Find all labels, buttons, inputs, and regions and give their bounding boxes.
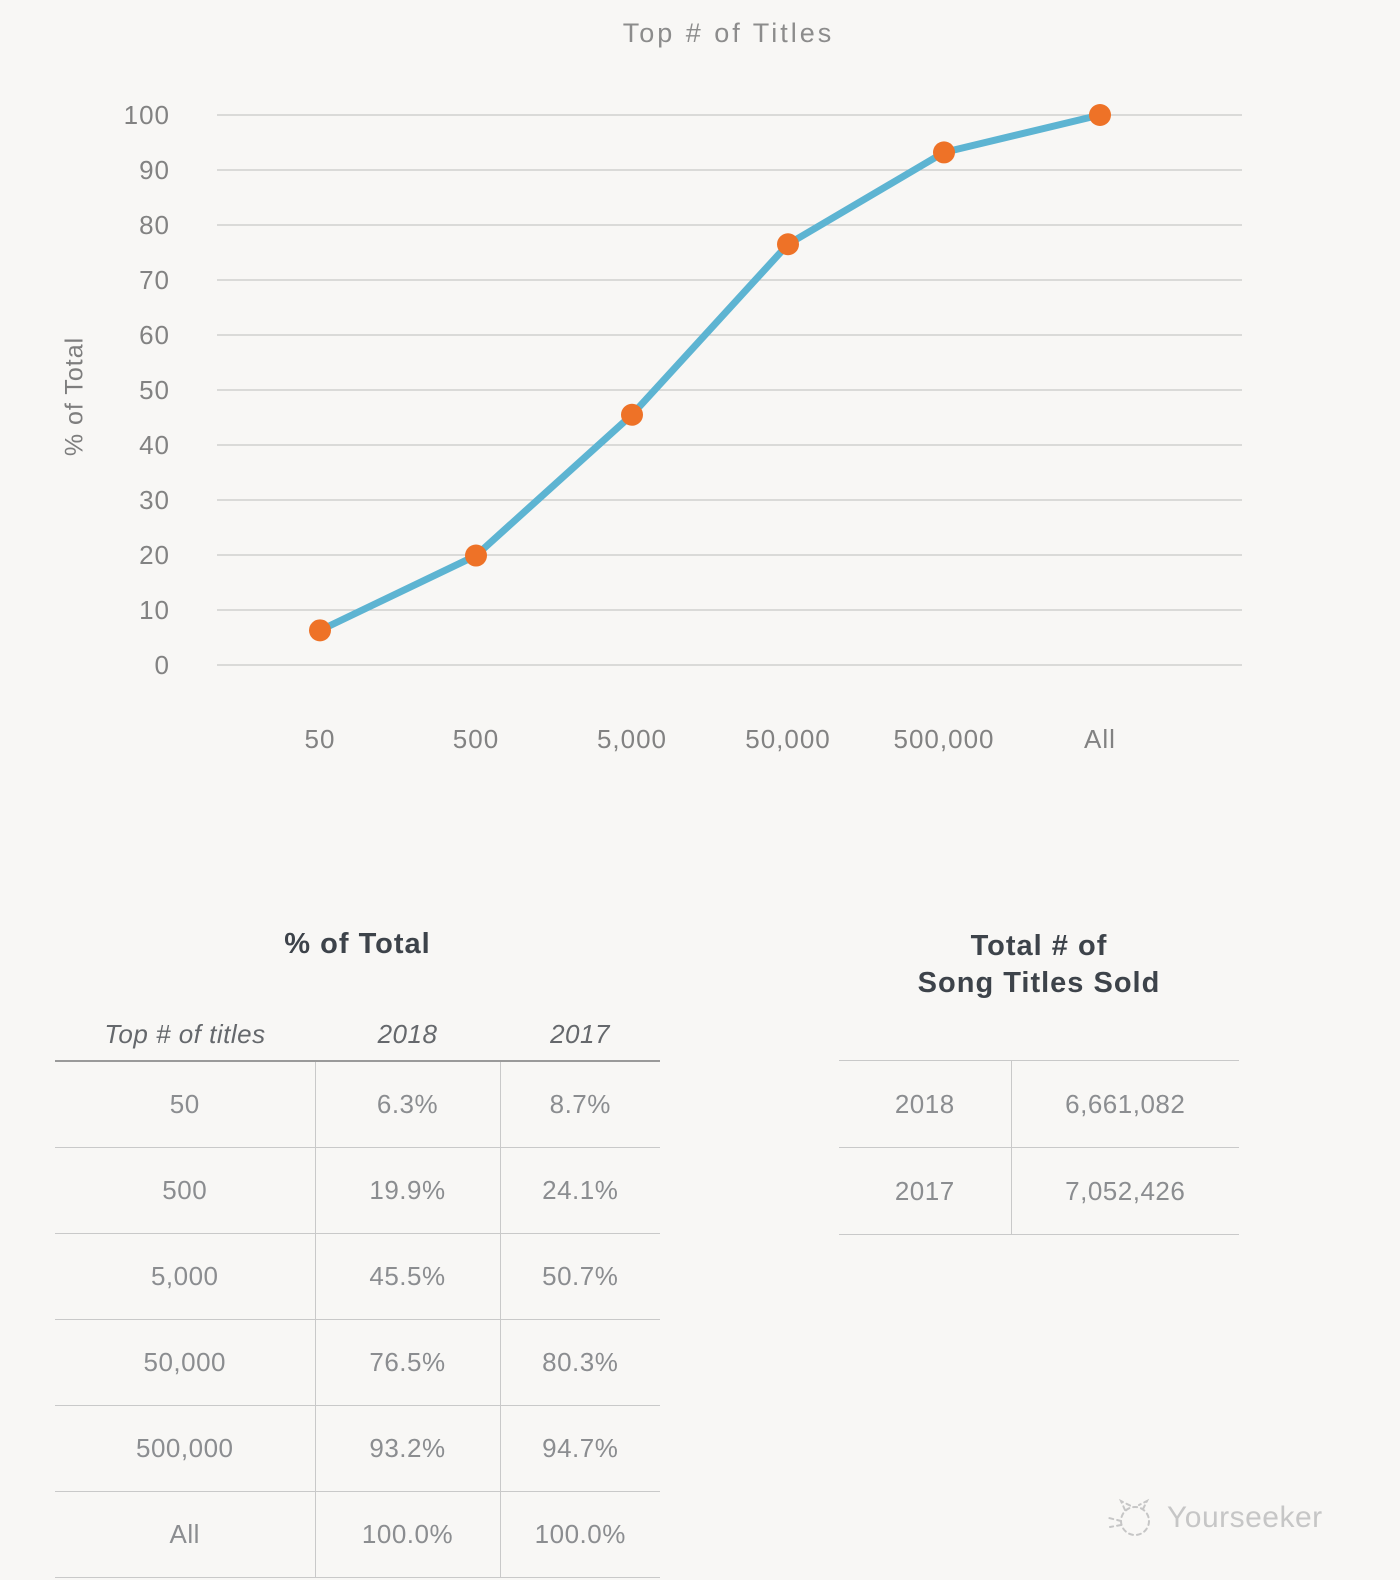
pct-table-row: All 100.0% 100.0% — [55, 1491, 660, 1578]
totals-table: 2018 6,661,082 2017 7,052,426 — [839, 1060, 1239, 1235]
column-header-2017: 2017 — [500, 1008, 660, 1062]
x-tick-label: 50 — [305, 724, 336, 754]
y-tick-label: 20 — [139, 540, 170, 570]
table-cell: 19.9% — [315, 1147, 501, 1234]
x-tick-label: 5,000 — [597, 724, 667, 754]
table-cell: 100.0% — [500, 1491, 660, 1578]
pct-table-row: 5,000 45.5% 50.7% — [55, 1233, 660, 1320]
totals-table-row: 2017 7,052,426 — [839, 1147, 1239, 1235]
table-cell: 6.3% — [315, 1061, 501, 1148]
pct-table-row: 500,000 93.2% 94.7% — [55, 1405, 660, 1492]
table-cell: 2017 — [839, 1147, 1012, 1235]
y-tick-label: 50 — [139, 375, 170, 405]
column-header-2018: 2018 — [315, 1008, 500, 1062]
totals-table-title: Total # of Song Titles Sold — [839, 928, 1239, 1002]
table-cell: 8.7% — [500, 1061, 660, 1148]
pct-table: Top # of titles 2018 2017 50 6.3% 8.7% 500 1… — [55, 1008, 660, 1578]
pct-table-header-row: Top # of titles 2018 2017 — [55, 1008, 660, 1062]
pct-table-row: 500 19.9% 24.1% — [55, 1147, 660, 1234]
table-cell: 2018 — [839, 1060, 1012, 1148]
data-point — [465, 544, 487, 567]
pct-table-row: 50 6.3% 8.7% — [55, 1061, 660, 1148]
table-cell: 6,661,082 — [1011, 1060, 1239, 1148]
x-tick-label: 500 — [453, 724, 499, 754]
table-cell: 50,000 — [55, 1319, 316, 1406]
series-line-2018 — [316, 111, 1104, 634]
table-cell: 93.2% — [315, 1405, 501, 1492]
x-tick-label: 500,000 — [894, 724, 995, 754]
table-cell: 76.5% — [315, 1319, 501, 1406]
y-tick-label: 40 — [139, 430, 170, 460]
table-cell: 80.3% — [500, 1319, 660, 1406]
data-point — [309, 619, 331, 642]
data-point — [621, 403, 643, 426]
x-tick-label: 50,000 — [745, 724, 831, 754]
y-tick-label: 0 — [155, 650, 170, 680]
table-cell: 100.0% — [315, 1491, 501, 1578]
data-point — [777, 233, 799, 256]
pct-table-row: 50,000 76.5% 80.3% — [55, 1319, 660, 1406]
y-tick-label: 100 — [124, 100, 170, 130]
y-tick-label: 10 — [139, 595, 170, 625]
table-cell: 50.7% — [500, 1233, 660, 1320]
table-cell: 500 — [55, 1147, 316, 1234]
chart-title: Top # of Titles — [622, 18, 835, 48]
column-header-top-titles: Top # of titles — [55, 1008, 315, 1062]
totals-table-row: 2018 6,661,082 — [839, 1060, 1239, 1148]
table-cell: 50 — [55, 1061, 316, 1148]
y-tick-label: 60 — [139, 320, 170, 350]
y-tick-label: 90 — [139, 155, 170, 185]
data-point — [1089, 104, 1111, 126]
table-cell: 24.1% — [500, 1147, 660, 1234]
y-tick-label: 70 — [139, 265, 170, 295]
table-cell: 7,052,426 — [1011, 1147, 1239, 1235]
table-cell: All — [55, 1491, 316, 1578]
table-cell: 94.7% — [500, 1405, 660, 1492]
yourseeker-logo-icon — [1108, 1498, 1150, 1536]
pct-table-title: % of Total — [284, 928, 431, 960]
x-tick-label: All — [1084, 724, 1116, 754]
totals-table-title-line1: Total # of — [970, 930, 1108, 962]
y-tick-label: 30 — [139, 485, 170, 515]
line-chart: 0 10 20 30 40 50 60 70 80 90 100 50 500 5,000 50,000 50… — [124, 100, 1242, 754]
table-cell: 45.5% — [315, 1233, 501, 1320]
watermark: Yourseeker — [1105, 1496, 1323, 1540]
watermark-label: Yourseeker — [1167, 1501, 1323, 1534]
totals-table-title-line2: Song Titles Sold — [917, 967, 1161, 999]
table-cell: 500,000 — [55, 1405, 316, 1492]
table-cell: 5,000 — [55, 1233, 316, 1320]
y-tick-label: 80 — [139, 210, 170, 240]
data-point — [933, 141, 955, 164]
